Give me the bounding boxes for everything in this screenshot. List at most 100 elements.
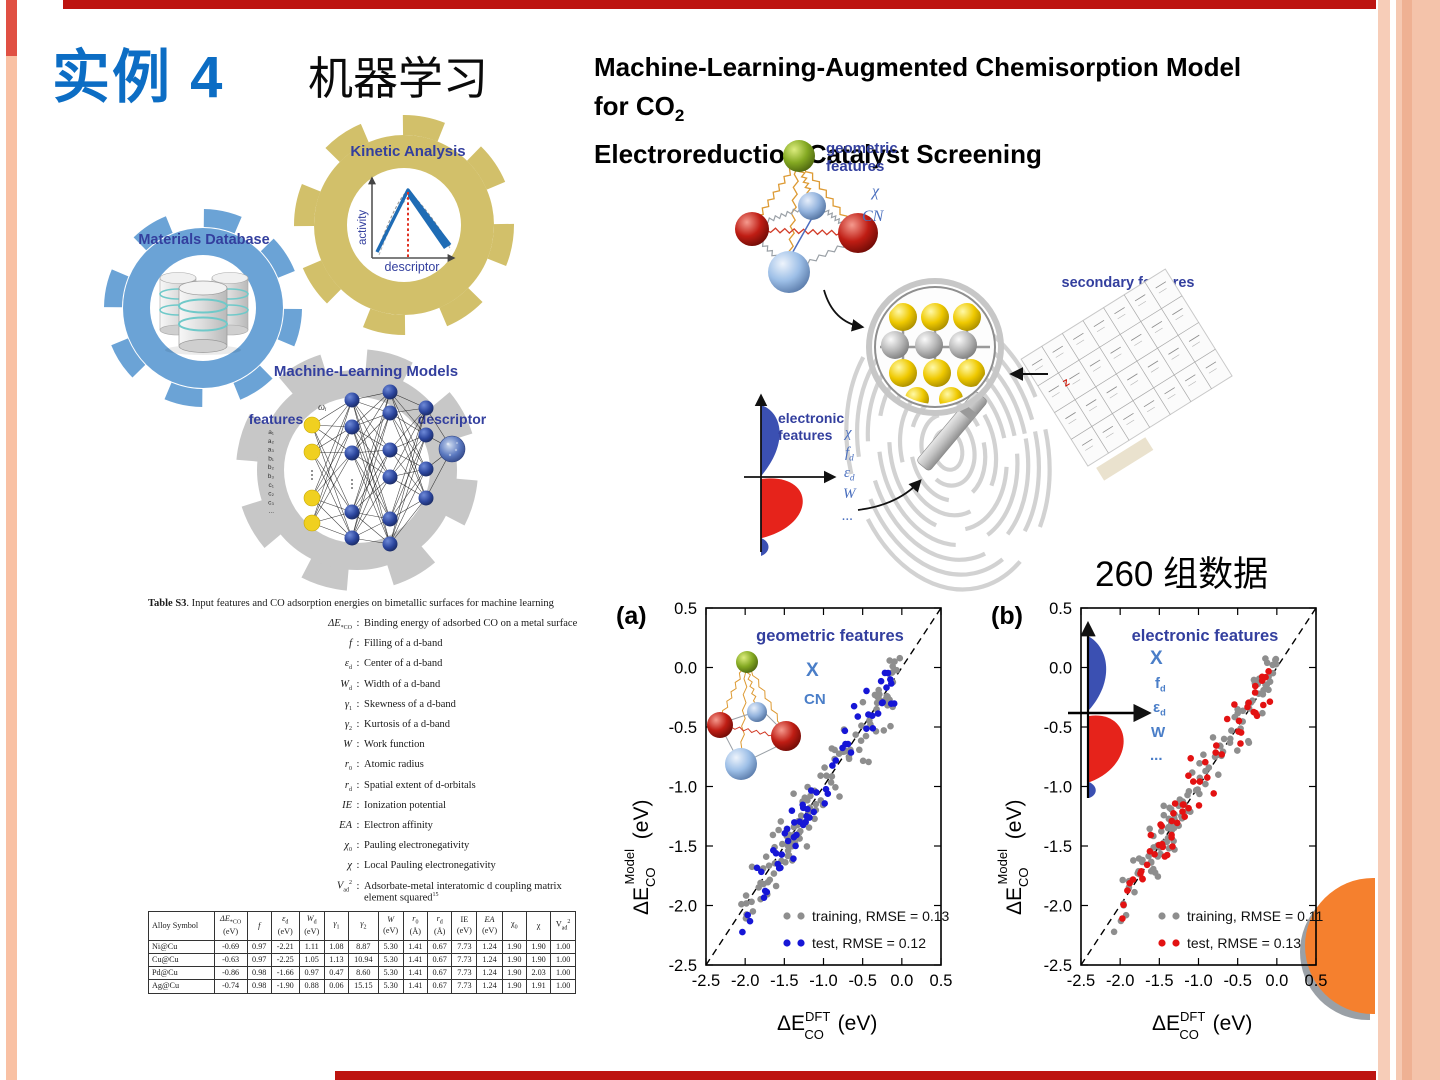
svg-text:W: W	[843, 486, 857, 502]
svg-text:ΔECOModel (eV): ΔECOModel (eV)	[622, 800, 658, 915]
left-stripe-red-cap	[6, 0, 17, 56]
parity-plot-b: (b)-2.5 -2.0 -1.5 -1.0 -0.5 0.0 0.50.50.0-0.5-…	[991, 600, 1327, 1042]
svg-text:-1.5: -1.5	[669, 838, 697, 856]
table-header-cell: Wd (eV)	[298, 910, 325, 941]
svg-text:0.5: 0.5	[930, 972, 953, 990]
metal-surface-atoms	[880, 303, 990, 404]
svg-text:W: W	[1151, 724, 1166, 741]
ml-gear-label: Machine-Learning Models	[274, 363, 458, 380]
svg-text:training, RMSE = 0.11: training, RMSE = 0.11	[1187, 908, 1324, 924]
feature-definition-row: Vad2: Adsorbate-metal interatomic d coupl…	[336, 880, 562, 904]
feature-definition-row: ΔE*CO: Binding energy of adsorbed CO on a…	[328, 618, 578, 632]
svg-text:b₂: b₂	[268, 464, 275, 471]
svg-text:0.5: 0.5	[1049, 600, 1072, 618]
svg-text:CN: CN	[804, 691, 826, 708]
svg-text:a₃: a₃	[268, 447, 275, 454]
feature-definition-row: rd: Spatial extent of d-orbitals	[344, 779, 476, 793]
periodic-grid	[1031, 281, 1217, 454]
svg-text:(a): (a)	[616, 602, 647, 630]
svg-text:-2.0: -2.0	[731, 972, 759, 990]
svg-text:0.5: 0.5	[1305, 972, 1328, 990]
svg-text:-2.5: -2.5	[669, 957, 697, 975]
gear-materials-database: Materials Database	[104, 209, 302, 407]
green-adsorbate-atom	[783, 140, 815, 172]
table-header-cell: W (eV)	[377, 910, 404, 941]
slide-subtitle: 机器学习	[308, 53, 489, 104]
svg-text:-1.0: -1.0	[669, 779, 697, 797]
nn-descriptor-label: descriptor	[418, 411, 487, 427]
paper-title-line2: Electroreduction Catalyst Screening	[594, 139, 1042, 170]
svg-text:0.5: 0.5	[674, 600, 697, 618]
svg-text:geometric features: geometric features	[756, 627, 904, 645]
dataset-count-note: 260 组数据	[1095, 555, 1269, 594]
svg-text:fd: fd	[1155, 675, 1166, 693]
svg-text:b₃: b₃	[268, 473, 275, 480]
svg-text:-0.5: -0.5	[848, 972, 876, 990]
svg-text:-1.0: -1.0	[809, 972, 837, 990]
svg-text:ΔECOModel (eV): ΔECOModel (eV)	[995, 800, 1031, 915]
geometric-label-2: features	[826, 158, 884, 175]
red-atom-left	[735, 212, 769, 246]
volcano-y-label: activity	[357, 210, 369, 245]
volcano-plot: activity descriptor	[357, 176, 456, 274]
svg-text:c₂: c₂	[268, 491, 274, 498]
table-header-cell: EA (eV)	[476, 910, 503, 941]
svg-text:c₁: c₁	[269, 482, 275, 489]
nn-nodes	[303, 384, 434, 552]
arrow-dos-to-surface	[857, 479, 922, 511]
table-s3-caption: Table S3. Input features and CO adsorpti…	[148, 598, 554, 609]
materials-gear-label: Materials Database	[138, 232, 269, 248]
feature-definition-row: χ0: Pauling electronegativity	[344, 840, 470, 854]
svg-text:-1.0: -1.0	[1184, 972, 1212, 990]
svg-text:0.0: 0.0	[890, 972, 913, 990]
svg-text:χ: χ	[870, 183, 880, 200]
feature-definition-row: IE: Ionization potential	[342, 799, 446, 811]
svg-text:εd: εd	[844, 465, 855, 483]
descriptor-sphere	[438, 435, 466, 463]
gear-machine-learning: Machine-Learning Models features descrip…	[236, 349, 487, 591]
inset-geometric-cluster	[707, 651, 801, 780]
feature-definition-row: χ: Local Pauling electronegativity	[347, 860, 496, 872]
svg-text:-2.5: -2.5	[692, 972, 720, 990]
table-header-cell: ΔE*CO (eV)	[213, 910, 248, 941]
svg-text:fd: fd	[845, 445, 854, 463]
svg-text:test, RMSE = 0.12: test, RMSE = 0.12	[812, 935, 926, 951]
inset-electronic-dos	[1068, 620, 1152, 798]
svg-text:-1.0: -1.0	[1044, 779, 1072, 797]
top-red-bar	[63, 0, 1376, 9]
table-header-cell: γ1	[323, 910, 350, 941]
periodic-table-card: Z	[1020, 268, 1233, 481]
table-header-cell: γ2	[348, 910, 379, 941]
paper-title: Machine-Learning-Augmented Chemisorption…	[594, 48, 1264, 174]
gears-figure: Machine-Learning Models features descrip…	[104, 115, 514, 591]
svg-text:-1.5: -1.5	[770, 972, 798, 990]
electronic-label-2: features	[778, 427, 833, 443]
paper-title-line1: Machine-Learning-Augmented Chemisorption…	[594, 52, 1242, 121]
blue-atom-small	[798, 192, 826, 220]
left-pink-stripe	[6, 0, 17, 1080]
feature-definition-row: εd: Center of a d-band	[344, 658, 443, 672]
table-row: Ag@Cu -0.74 0.98 -1.90 0.88 0.06 15.15 5.30 1.41…	[148, 979, 576, 994]
alloy-data-table: Alloy Symbol ΔE*CO (eV) f εd (eV) Wd (eV) γ1 γ2 W(…	[148, 910, 576, 994]
kinetic-gear-label: Kinetic Analysis	[350, 143, 465, 160]
svg-text:-2.0: -2.0	[1044, 898, 1072, 916]
table-header-cell: Vad2	[550, 910, 576, 941]
electronic-label-1: electronic	[778, 410, 844, 426]
parity-plot-a: (a)-2.5 -2.0 -1.5 -1.0 -0.5 0.0 0.50.50.0-0.5-…	[616, 600, 952, 1042]
arrow-cluster-to-surface	[823, 289, 865, 332]
feature-definition-row: r0: Atomic radius	[344, 759, 424, 773]
svg-text:εd: εd	[1153, 699, 1166, 717]
right-pink-band	[1396, 0, 1440, 1080]
feature-definition-row: Wd: Width of a d-band	[340, 678, 441, 692]
nn-weight-label: ωᵢ	[318, 402, 327, 413]
svg-text:a₂: a₂	[268, 438, 275, 445]
svg-text:electronic features: electronic features	[1132, 627, 1279, 645]
database-icon	[159, 272, 249, 355]
paper-title-sub2: 2	[674, 106, 685, 126]
svg-text:-0.5: -0.5	[669, 719, 697, 737]
svg-text:X: X	[1150, 648, 1163, 669]
